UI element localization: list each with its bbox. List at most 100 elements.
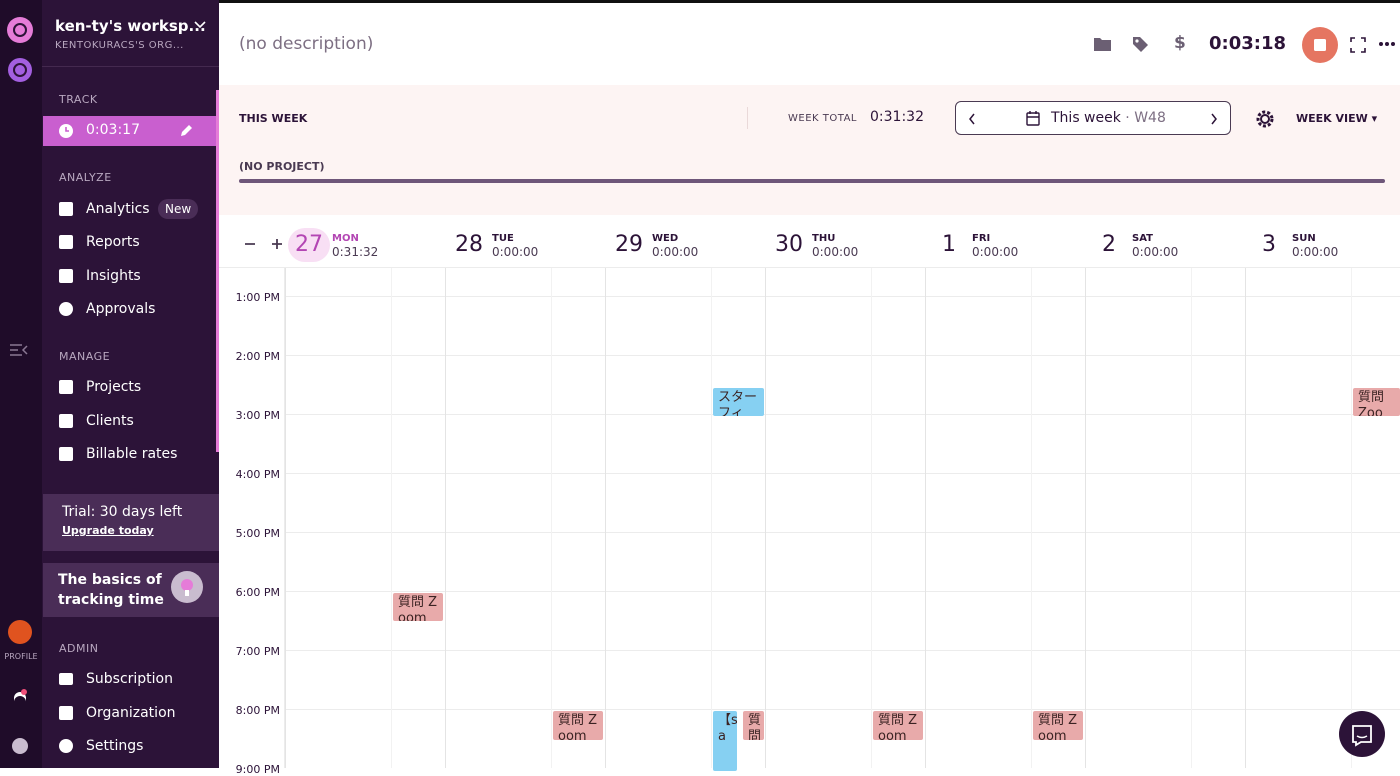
hour-column: [219, 268, 285, 768]
basics-box[interactable]: The basics of tracking time: [43, 563, 219, 617]
workspace-name[interactable]: ken-ty's worksp...: [55, 17, 206, 35]
fullscreen-icon[interactable]: [1350, 37, 1366, 53]
nav-item[interactable]: Analytics: [86, 201, 150, 217]
icon: [59, 380, 73, 394]
day-total: 0:00:00: [972, 245, 1019, 259]
icon: [59, 302, 73, 316]
day-total: 0:00:00: [1292, 245, 1339, 259]
view-select[interactable]: WEEK VIEW ▾: [1296, 112, 1378, 125]
description[interactable]: (no description): [239, 34, 374, 54]
week-number: W48: [1134, 110, 1166, 126]
project-bar: [239, 179, 1385, 183]
hour-label: 5:00 PM: [235, 527, 280, 540]
day-date: 3: [1262, 232, 1276, 257]
next-week[interactable]: [1210, 113, 1218, 125]
hour-label: 3:00 PM: [235, 409, 280, 422]
zoom-controls[interactable]: [244, 237, 294, 251]
clock-icon: [59, 124, 73, 138]
column-line: [285, 268, 286, 768]
more-icon[interactable]: [1378, 41, 1396, 47]
prev-week[interactable]: [968, 113, 976, 125]
hour-label: 4:00 PM: [235, 468, 280, 481]
hour-label: 2:00 PM: [235, 350, 280, 363]
settings-icon[interactable]: [1256, 110, 1274, 128]
nav-item[interactable]: Settings: [86, 738, 144, 754]
day-date: 30: [775, 232, 803, 257]
icon: [59, 739, 73, 753]
day-date: 29: [615, 232, 643, 257]
day-total: 0:31:32: [332, 245, 379, 259]
week-total: 0:31:32: [870, 109, 924, 125]
nav-item[interactable]: Reports: [86, 234, 140, 250]
divider: [42, 66, 219, 67]
nav-item[interactable]: Insights: [86, 268, 141, 284]
column-line: [1245, 268, 1246, 768]
tag-icon[interactable]: [1131, 35, 1149, 53]
day-date: 27: [295, 232, 323, 257]
time-entry[interactable]: 【sa: [713, 711, 737, 771]
nav-item[interactable]: Approvals: [86, 301, 156, 317]
nav-item[interactable]: Organization: [86, 705, 176, 721]
day-date: 28: [455, 232, 483, 257]
nav-item[interactable]: Subscription: [86, 671, 173, 687]
week-title: THIS WEEK: [239, 112, 308, 125]
timer-bar: (no description) $ 0:03:18: [219, 3, 1400, 85]
week-picker[interactable]: This week · W48: [955, 101, 1231, 135]
rail-icons: [7, 17, 33, 754]
bulb-icon: [171, 571, 203, 603]
folder-icon[interactable]: [1093, 36, 1113, 52]
day-name: SAT: [1132, 233, 1153, 244]
time-entry[interactable]: 質問 Zoom: [393, 593, 443, 621]
time-entry[interactable]: 質問 Zoom: [873, 711, 923, 740]
hour-label: 9:00 PM: [235, 763, 280, 776]
trial-box: Trial: 30 days left Upgrade today: [43, 494, 219, 551]
chat-button[interactable]: [1338, 710, 1386, 758]
half-line: [1191, 268, 1192, 768]
scroll-indicator: [216, 90, 219, 452]
section-title: ADMIN: [59, 642, 99, 655]
time-entry[interactable]: 質問: [743, 711, 764, 740]
icon: [59, 447, 73, 461]
top-edge: [219, 0, 1400, 3]
day-name: FRI: [972, 233, 991, 244]
nav-item[interactable]: Projects: [86, 379, 142, 395]
day-name: WED: [652, 233, 679, 244]
profile-label[interactable]: PROFILE: [4, 652, 38, 661]
day-total: 0:00:00: [812, 245, 859, 259]
day-name: TUE: [492, 233, 514, 244]
icon: [59, 202, 73, 216]
hour-label: 8:00 PM: [235, 704, 280, 717]
half-line: [711, 268, 712, 768]
trial-text: Trial: 30 days left: [62, 504, 183, 520]
nav-item[interactable]: Billable rates: [86, 446, 178, 462]
edit-icon[interactable]: [178, 123, 194, 139]
day-header: [219, 215, 1400, 268]
half-line: [1031, 268, 1032, 768]
track-timer: 0:03:17: [86, 122, 140, 138]
separator: ·: [1125, 110, 1130, 126]
column-line: [1085, 268, 1086, 768]
day-date: 2: [1102, 232, 1116, 257]
time-entry[interactable]: 質問 Zoom: [1353, 388, 1400, 416]
icon: [59, 414, 73, 428]
half-line: [871, 268, 872, 768]
upgrade-link[interactable]: Upgrade today: [62, 524, 154, 537]
time-entry[interactable]: 質問 Zoom: [553, 711, 603, 740]
column-line: [445, 268, 446, 768]
time-entry[interactable]: 質問 Zoom: [1033, 711, 1083, 740]
icon: [59, 706, 73, 720]
sidebar: ken-ty's worksp... KENTOKURACS'S ORG... …: [42, 0, 219, 768]
track-item[interactable]: 0:03:17: [43, 116, 218, 146]
basics-text: The basics of tracking time: [58, 572, 164, 608]
stop-button[interactable]: [1301, 26, 1339, 64]
hour-label: 1:00 PM: [235, 291, 280, 304]
icon: [59, 673, 73, 685]
half-line: [391, 268, 392, 768]
nav-item[interactable]: Clients: [86, 413, 134, 429]
chevron: [194, 21, 206, 29]
day-total: 0:00:00: [492, 245, 539, 259]
billable-icon[interactable]: $: [1174, 33, 1186, 53]
workspace-org: KENTOKURACS'S ORG...: [55, 40, 184, 51]
time-entry[interactable]: スターフィ: [713, 388, 764, 416]
